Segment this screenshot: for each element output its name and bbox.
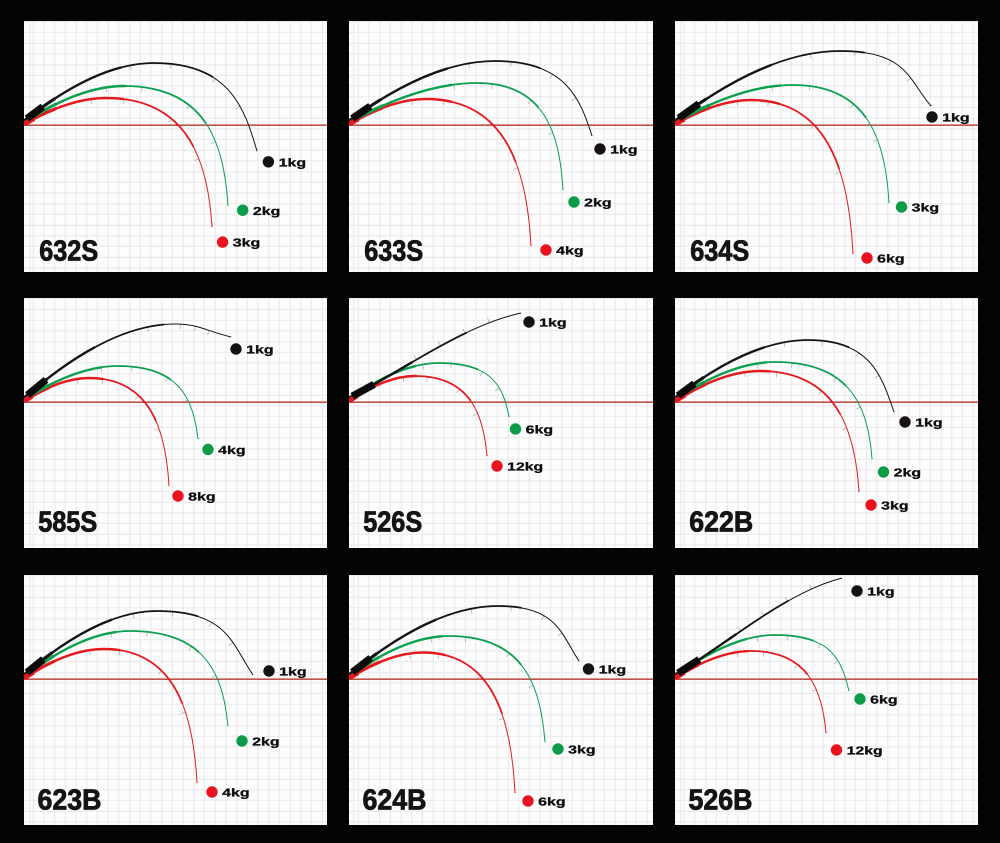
svg-text:526S: 526S: [363, 506, 422, 538]
svg-text:12kg: 12kg: [507, 462, 543, 474]
svg-text:8kg: 8kg: [188, 492, 216, 504]
svg-text:6kg: 6kg: [526, 425, 554, 437]
svg-text:6kg: 6kg: [877, 254, 905, 266]
svg-text:623B: 623B: [38, 784, 102, 816]
svg-text:1kg: 1kg: [599, 665, 626, 677]
svg-text:632S: 632S: [39, 236, 98, 268]
svg-text:1kg: 1kg: [915, 418, 942, 430]
svg-text:1kg: 1kg: [279, 667, 306, 679]
svg-text:2kg: 2kg: [894, 468, 922, 480]
svg-text:1kg: 1kg: [279, 157, 307, 169]
svg-text:3kg: 3kg: [912, 203, 939, 215]
svg-text:634S: 634S: [690, 236, 749, 268]
svg-text:1kg: 1kg: [610, 145, 638, 157]
svg-text:6kg: 6kg: [870, 695, 898, 707]
svg-text:1kg: 1kg: [867, 587, 895, 599]
svg-text:4kg: 4kg: [218, 445, 246, 457]
svg-text:2kg: 2kg: [253, 206, 281, 218]
svg-text:526B: 526B: [689, 784, 753, 816]
svg-text:1kg: 1kg: [942, 113, 970, 125]
svg-text:4kg: 4kg: [222, 788, 250, 800]
svg-text:633S: 633S: [364, 236, 423, 268]
svg-text:3kg: 3kg: [568, 745, 596, 757]
svg-text:12kg: 12kg: [847, 746, 883, 758]
svg-text:624B: 624B: [363, 784, 427, 816]
svg-text:585S: 585S: [38, 506, 97, 538]
svg-text:3kg: 3kg: [881, 501, 909, 513]
svg-text:6kg: 6kg: [538, 797, 566, 809]
svg-text:3kg: 3kg: [233, 238, 260, 250]
svg-text:2kg: 2kg: [584, 198, 611, 210]
svg-text:622B: 622B: [689, 506, 753, 538]
svg-text:4kg: 4kg: [556, 246, 584, 258]
svg-text:2kg: 2kg: [252, 737, 280, 749]
svg-text:1kg: 1kg: [539, 318, 567, 330]
svg-text:1kg: 1kg: [246, 345, 274, 357]
